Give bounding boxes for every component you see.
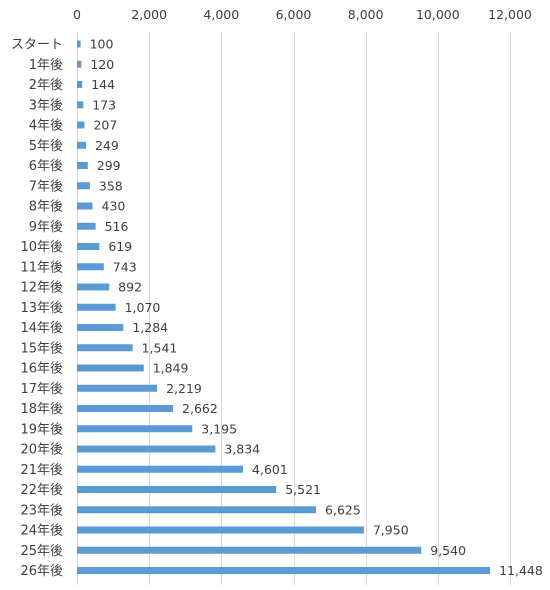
data-label: 299 — [97, 158, 121, 173]
x-tick-label: 8,000 — [348, 7, 384, 22]
y-category-label: 21年後 — [20, 463, 63, 478]
x-axis-ticks: 0 2,000 4,000 6,000 8,000 10,000 12,000 — [73, 7, 532, 22]
data-label: 430 — [102, 199, 126, 214]
y-category-label: 17年後 — [20, 382, 63, 397]
data-label: 892 — [118, 280, 142, 295]
data-label: 6,625 — [325, 502, 361, 517]
data-label: 9,540 — [430, 543, 466, 558]
x-tick-label: 10,000 — [416, 7, 460, 22]
bar — [77, 465, 244, 473]
data-label: 11,448 — [499, 563, 543, 578]
y-category-label: 18年後 — [20, 402, 63, 417]
y-category-label: 5年後 — [29, 139, 63, 154]
data-label: 207 — [93, 118, 117, 133]
data-label: 1,849 — [153, 361, 189, 376]
bar — [77, 182, 90, 190]
bar — [77, 101, 84, 109]
y-axis-categories: スタート 1年後 2年後 3年後 4年後 5年後 6年後 7年後 8年後 9年後 10年後 11年後 1… — [11, 38, 63, 580]
y-category-label: 23年後 — [20, 503, 63, 518]
data-label: 249 — [95, 138, 119, 153]
bar — [77, 121, 85, 129]
y-category-label: 22年後 — [20, 483, 63, 498]
data-label: 100 — [90, 37, 114, 52]
data-label: 120 — [90, 57, 114, 72]
y-category-label: 26年後 — [20, 564, 63, 579]
y-category-label: 1年後 — [29, 58, 63, 73]
y-category-label: 9年後 — [29, 220, 63, 235]
gridlines — [77, 32, 511, 585]
bar — [77, 506, 317, 514]
data-label: 1,070 — [125, 300, 161, 315]
bar — [77, 526, 364, 534]
y-category-label: 7年後 — [29, 179, 63, 194]
y-category-label: 10年後 — [20, 240, 63, 255]
bar — [77, 384, 158, 392]
bar — [77, 445, 216, 453]
y-category-label: 4年後 — [29, 119, 63, 134]
bar — [77, 162, 88, 169]
bar — [77, 81, 83, 88]
data-label: 2,662 — [182, 401, 218, 416]
bar — [77, 303, 116, 311]
x-tick-label: 12,000 — [488, 7, 532, 22]
data-label: 743 — [113, 259, 137, 274]
y-category-label: スタート — [11, 38, 63, 53]
bar — [77, 546, 422, 554]
data-label: 1,541 — [142, 340, 178, 355]
y-category-label: 14年後 — [20, 321, 63, 336]
y-category-label: 20年後 — [20, 443, 63, 458]
y-category-label: 16年後 — [20, 362, 63, 377]
bar — [77, 405, 174, 412]
bar — [77, 141, 86, 149]
bar — [77, 567, 491, 574]
data-label: 5,521 — [285, 482, 321, 497]
x-tick-label: 4,000 — [203, 7, 239, 22]
bars — [77, 40, 491, 574]
data-label: 4,601 — [252, 462, 288, 477]
y-category-label: 8年後 — [29, 200, 63, 215]
data-label: 2,219 — [166, 381, 202, 396]
y-category-label: 11年後 — [20, 260, 63, 275]
bar — [77, 425, 193, 433]
y-category-label: 3年後 — [29, 98, 63, 113]
data-label: 7,950 — [373, 523, 409, 538]
bar — [77, 344, 133, 352]
y-category-label: 25年後 — [20, 544, 63, 559]
data-labels: 100 120 144 173 207 249 299 358 430 516 619 743 892 1… — [90, 37, 543, 579]
y-category-label: 13年後 — [20, 301, 63, 316]
data-label: 1,284 — [132, 320, 168, 335]
x-tick-label: 0 — [73, 7, 81, 22]
data-label: 358 — [99, 178, 123, 193]
bar — [77, 40, 81, 48]
y-category-label: 15年後 — [20, 341, 63, 356]
data-label: 144 — [91, 77, 115, 92]
data-label: 173 — [92, 97, 116, 112]
bar — [77, 263, 104, 271]
bar — [77, 60, 82, 68]
y-category-label: 12年後 — [20, 281, 63, 296]
bar — [77, 364, 144, 372]
data-label: 516 — [105, 219, 129, 234]
bar — [77, 243, 100, 250]
bar — [77, 202, 93, 210]
y-category-label: 24年後 — [20, 524, 63, 539]
bar — [77, 486, 277, 493]
data-label: 619 — [108, 239, 132, 254]
x-tick-label: 2,000 — [131, 7, 167, 22]
y-category-label: 2年後 — [29, 78, 63, 93]
data-label: 3,834 — [224, 442, 260, 457]
data-label: 3,195 — [201, 421, 237, 436]
y-category-label: 19年後 — [20, 422, 63, 437]
bar — [77, 324, 124, 331]
bar — [77, 283, 110, 291]
bar — [77, 222, 96, 230]
x-tick-label: 6,000 — [276, 7, 312, 22]
y-category-label: 6年後 — [29, 159, 63, 174]
